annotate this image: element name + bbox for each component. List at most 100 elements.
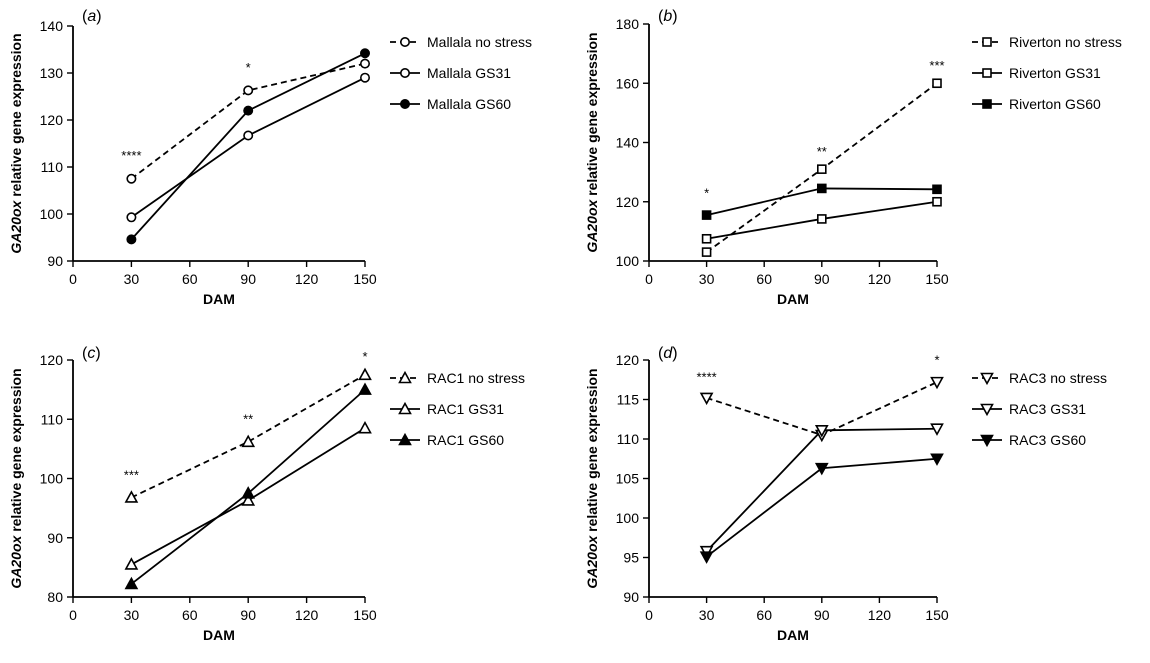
x-tick-label: 150: [925, 271, 949, 287]
data-point-s1: [699, 392, 714, 406]
significance-label: ****: [696, 369, 716, 384]
data-point-s2: [932, 196, 942, 207]
legend: Riverton no stress Riverton GS31 Riverton …: [972, 34, 1122, 112]
series-line-2: [130, 76, 366, 219]
data-point-s3: [701, 210, 712, 220]
x-tick-label: 120: [295, 271, 319, 287]
legend-marker: [398, 432, 412, 446]
series-line-1: [130, 62, 366, 180]
y-tick-label: 140: [40, 18, 64, 34]
y-axis-label-gene: GA20ox: [584, 534, 600, 588]
y-tick-label: 90: [47, 530, 63, 546]
legend-label: Riverton no stress: [1009, 34, 1122, 50]
y-axis-label-text: relative gene expression: [8, 33, 24, 200]
legend-label: Mallala no stress: [427, 34, 532, 50]
data-point-s2: [814, 425, 829, 438]
legend-marker: [398, 370, 412, 384]
legend-marker: [980, 372, 994, 386]
x-tick-label: 60: [756, 271, 772, 287]
y-tick-label: 100: [40, 206, 64, 222]
significance-label: *: [934, 353, 939, 368]
legend-label: Riverton GS60: [1009, 96, 1101, 112]
x-tick-label: 90: [814, 607, 830, 623]
y-axis-label-text: relative gene expression: [8, 368, 24, 535]
significance-label: **: [243, 411, 253, 426]
legend: Mallala no stress Mallala GS31 Mallala GS6…: [390, 34, 532, 112]
y-tick-label: 80: [47, 589, 63, 605]
significance-label: **: [817, 144, 827, 159]
legend-marker: [982, 68, 992, 78]
legend-label: RAC3 no stress: [1009, 370, 1107, 386]
x-tick-label: 150: [925, 607, 949, 623]
y-axis-label: GA20ox relative gene expression: [8, 368, 24, 588]
data-point-s1: [243, 85, 254, 96]
y-axis-label: GA20ox relative gene expression: [8, 33, 24, 253]
x-tick-label: 30: [124, 607, 140, 623]
legend-label: RAC1 GS31: [427, 401, 504, 417]
data-point-s1: [930, 376, 944, 390]
y-tick-label: 120: [40, 352, 64, 368]
legend-label: RAC1 GS60: [427, 432, 504, 448]
x-tick-label: 30: [699, 271, 715, 287]
y-tick-label: 140: [616, 135, 640, 151]
significance-label: *: [246, 60, 251, 75]
legend-marker: [399, 36, 410, 47]
x-tick-label: 0: [69, 271, 77, 287]
legend-label: RAC1 no stress: [427, 370, 525, 386]
legend: RAC3 no stress RAC3 GS31 RAC3 GS60: [972, 370, 1107, 448]
legend-marker: [399, 99, 410, 110]
x-tick-label: 0: [69, 607, 77, 623]
data-point-s1: [124, 490, 139, 503]
x-tick-label: 60: [182, 271, 198, 287]
x-tick-label: 90: [240, 271, 256, 287]
panel-c: 80 90 100 110 120 0 30 60 90 120 150 DAM GA20ox rela…: [8, 345, 525, 643]
data-point-s3: [930, 453, 944, 466]
x-tick-label: 60: [182, 607, 198, 623]
y-tick-label: 180: [616, 16, 640, 32]
series-line-2: [705, 427, 938, 552]
data-point-s1: [932, 78, 942, 89]
y-axis-label: GA20ox relative gene expression: [584, 368, 600, 588]
panel-b: 100 120 140 160 180 0 30 60 90 120 150 DAM GA20ox re…: [584, 8, 1122, 307]
data-point-s2: [243, 130, 254, 141]
x-tick-label: 150: [353, 607, 377, 623]
legend-label: RAC3 GS31: [1009, 401, 1086, 417]
data-point-s2: [124, 557, 139, 570]
panel-a: 90 100 110 120 130 140 0 30 60 90 120 150 DAM GA20ox …: [8, 8, 532, 307]
legend-label: Mallala GS60: [427, 96, 511, 112]
data-point-s3: [243, 105, 254, 116]
data-point-s1: [126, 173, 137, 184]
y-tick-label: 120: [616, 194, 640, 210]
y-tick-label: 115: [617, 392, 640, 408]
significance-label: ***: [929, 58, 944, 73]
data-point-s3: [699, 551, 714, 564]
series-line-3: [130, 52, 366, 240]
y-tick-label: 100: [616, 253, 640, 269]
x-tick-label: 120: [868, 607, 892, 623]
x-tick-label: 0: [645, 271, 653, 287]
data-point-s3: [126, 234, 137, 245]
significance-label: *: [362, 349, 367, 364]
data-point-s1: [816, 164, 827, 174]
legend-marker: [982, 99, 992, 109]
data-point-s1: [241, 434, 256, 448]
data-point-s1: [701, 247, 712, 257]
legend-marker: [980, 434, 994, 448]
y-axis-label: GA20ox relative gene expression: [584, 32, 600, 252]
panel-label: (b): [658, 8, 678, 25]
data-point-s3: [124, 576, 139, 590]
significance-label: ***: [124, 468, 139, 483]
legend-marker: [399, 68, 410, 79]
legend-label: Mallala GS31: [427, 65, 511, 81]
y-axis-label-gene: GA20ox: [8, 534, 24, 588]
y-tick-label: 120: [40, 112, 64, 128]
data-point-s2: [241, 493, 256, 506]
x-tick-label: 120: [295, 607, 319, 623]
x-tick-label: 120: [868, 271, 892, 287]
x-tick-label: 30: [124, 271, 140, 287]
legend-marker: [980, 403, 994, 417]
data-point-s1: [358, 367, 372, 381]
significance-label: *: [704, 185, 709, 200]
y-axis-label-text: relative gene expression: [584, 32, 600, 199]
legend: RAC1 no stress RAC1 GS31 RAC1 GS60: [390, 370, 525, 448]
